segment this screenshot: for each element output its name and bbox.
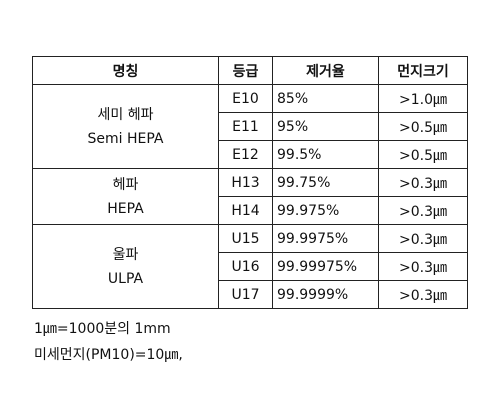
table-row: E12 99.5% >0.5㎛ — [33, 140, 468, 169]
notes: 1㎛=1000분의 1mm 미세먼지(PM10)=10㎛, — [34, 316, 183, 368]
group-name: ULPA — [107, 270, 144, 287]
table-row: 헤파 HEPA H13 99.75% >0.3㎛ — [32, 168, 468, 225]
grade-cell: E12 — [218, 140, 273, 169]
header-cell: 등급 — [218, 56, 273, 85]
grade-cell: U16 — [218, 252, 273, 281]
grade-cell: U17 — [218, 280, 273, 309]
dust-size-cell: >0.5㎛ — [378, 112, 468, 141]
dust-size-cell: >1.0㎛ — [378, 84, 468, 113]
table-row: E11 95% >0.5㎛ — [33, 112, 468, 141]
note: 미세먼지(PM10)=10㎛, — [34, 347, 183, 363]
header-row: 명칭 등급 제거율 먼지크기 — [32, 56, 468, 85]
grade-cell: E10 — [218, 84, 273, 113]
removal-cell: 99.5% — [272, 140, 379, 169]
table-body: 세미 헤파 Semi HEPA E10 85% >1.0㎛ E11 95% >0.5㎛ E12 9… — [32, 84, 468, 309]
group-name-cell: 울파 ULPA — [32, 224, 219, 309]
table-row: 세미 헤파 Semi HEPA E10 85% >1.0㎛ — [32, 84, 468, 169]
removal-cell: 99.975% — [272, 196, 379, 225]
dust-size-cell: >0.3㎛ — [378, 224, 468, 253]
grade-cell: E11 — [218, 112, 273, 141]
group-name: 울파 — [112, 246, 139, 263]
group-name-cell: 헤파 HEPA — [32, 168, 219, 225]
dust-size-cell: >0.3㎛ — [378, 280, 468, 309]
grade-cell: U15 — [218, 224, 273, 253]
table-row: 울파 ULPA U15 99.9975% >0.3㎛ — [32, 224, 468, 309]
dust-size-cell: >0.3㎛ — [378, 252, 468, 281]
group-name: 세미 헤파 — [97, 106, 154, 123]
grade-cell: H14 — [218, 196, 273, 225]
header-cell: 먼지크기 — [378, 56, 468, 85]
table-row: U16 99.99975% >0.3㎛ — [33, 252, 468, 281]
dust-size-cell: >0.3㎛ — [378, 196, 468, 225]
removal-cell: 95% — [272, 112, 379, 141]
header-cell: 명칭 — [32, 56, 219, 85]
group-name: HEPA — [107, 200, 144, 217]
dust-size-cell: >0.5㎛ — [378, 140, 468, 169]
table-wrap: 명칭 등급 제거율 먼지크기 세미 헤파 Semi HEPA E10 85% >1.0㎛… — [32, 56, 468, 309]
group-name-cell: 세미 헤파 Semi HEPA — [32, 84, 219, 169]
filter-table: 명칭 등급 제거율 먼지크기 세미 헤파 Semi HEPA E10 85% >1.0㎛… — [32, 56, 468, 309]
removal-cell: 85% — [272, 84, 379, 113]
removal-cell: 99.9999% — [272, 280, 379, 309]
table-row: H14 99.975% >0.3㎛ — [33, 196, 468, 225]
removal-cell: 99.99975% — [272, 252, 379, 281]
removal-cell: 99.9975% — [272, 224, 379, 253]
group-name: Semi HEPA — [87, 130, 164, 147]
header-cell: 제거율 — [272, 56, 379, 85]
removal-cell: 99.75% — [272, 168, 379, 197]
note: 1㎛=1000분의 1mm — [34, 321, 171, 337]
group-name: 헤파 — [112, 176, 139, 193]
table-row: U17 99.9999% >0.3㎛ — [33, 280, 468, 309]
dust-size-cell: >0.3㎛ — [378, 168, 468, 197]
grade-cell: H13 — [218, 168, 273, 197]
